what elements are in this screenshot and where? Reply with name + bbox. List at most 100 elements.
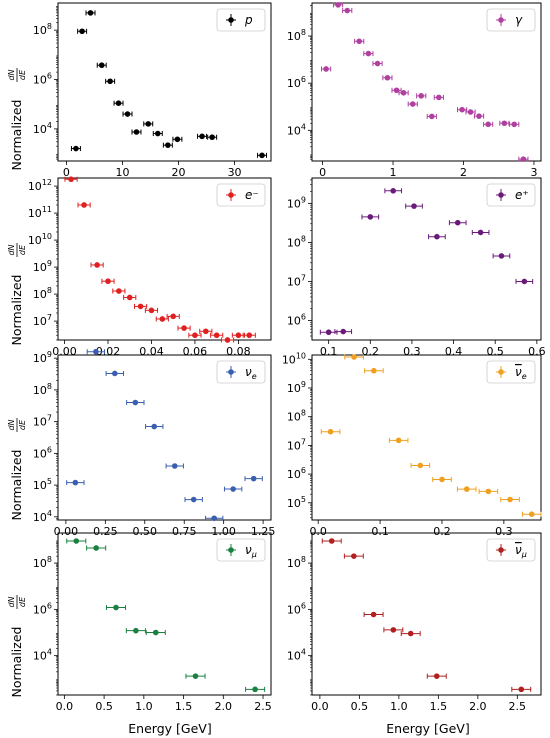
x-tick-label: 0.0 bbox=[56, 700, 74, 713]
data-marker bbox=[250, 475, 257, 482]
y-tick-label: 109 bbox=[287, 380, 306, 395]
data-marker bbox=[73, 145, 79, 152]
data-marker bbox=[151, 423, 158, 430]
y-tick-label: 1010 bbox=[282, 351, 306, 366]
x-tick-label: 0.5 bbox=[351, 700, 369, 713]
legend-marker bbox=[228, 369, 234, 375]
data-point bbox=[101, 278, 115, 285]
data-marker bbox=[370, 611, 377, 618]
data-point bbox=[320, 428, 341, 435]
data-marker bbox=[411, 203, 417, 209]
data-marker bbox=[116, 288, 122, 294]
data-marker bbox=[133, 129, 140, 135]
data-marker bbox=[81, 202, 87, 208]
data-marker bbox=[252, 686, 258, 693]
data-point bbox=[86, 545, 107, 551]
data-point bbox=[199, 328, 213, 335]
y-tick-label: 108 bbox=[287, 28, 306, 43]
data-marker bbox=[246, 332, 253, 339]
data-point bbox=[521, 511, 542, 518]
data-marker bbox=[174, 136, 181, 143]
data-point bbox=[500, 496, 520, 503]
x-tick-label: 1.5 bbox=[430, 700, 448, 713]
y-tick-label: 104 bbox=[287, 122, 306, 137]
y-axis-label-text: Normalized bbox=[9, 450, 24, 521]
legend-box bbox=[216, 183, 266, 207]
legend: νe bbox=[216, 360, 266, 384]
legend-marker bbox=[498, 547, 504, 553]
data-marker bbox=[171, 463, 178, 469]
plot-frame bbox=[311, 532, 542, 696]
y-axis-label-panel-1: Normalized dN dE bbox=[7, 68, 27, 170]
data-marker bbox=[511, 121, 518, 128]
data-marker bbox=[418, 93, 425, 99]
data-point bbox=[155, 316, 169, 322]
data-marker bbox=[325, 329, 332, 336]
legend-marker bbox=[228, 547, 234, 553]
data-marker bbox=[259, 152, 265, 159]
y-tick-label: 1011 bbox=[28, 205, 52, 220]
data-marker bbox=[390, 627, 397, 633]
data-marker bbox=[335, 2, 341, 8]
legend-box bbox=[486, 183, 536, 207]
y-tick-label: 104 bbox=[287, 648, 306, 663]
data-marker bbox=[365, 50, 372, 57]
data-point bbox=[90, 262, 104, 268]
data-point bbox=[66, 538, 87, 544]
y-axis-label-frac-num: dN bbox=[7, 69, 16, 80]
data-point bbox=[478, 488, 499, 495]
data-point bbox=[242, 332, 256, 339]
legend-box bbox=[486, 360, 536, 384]
data-marker bbox=[72, 479, 79, 486]
x-tick-label: 0.25 bbox=[93, 525, 118, 538]
y-axis-label-frac-num: dN bbox=[7, 244, 16, 255]
data-point bbox=[172, 136, 183, 143]
y-axis-label-panel-2: Normalized dN dE bbox=[7, 243, 27, 345]
y-tick-label: 109 bbox=[33, 350, 52, 365]
y-tick-label: 106 bbox=[33, 445, 52, 460]
data-point bbox=[257, 152, 268, 159]
legend-marker bbox=[228, 192, 234, 198]
x-tick-label: 0.1 bbox=[371, 525, 389, 538]
data-point bbox=[319, 329, 338, 336]
data-marker bbox=[507, 496, 513, 503]
chart-panel-nubar_mu: 0.0 0.5 1.0 1.5 2.0 2.5 104 106 108 νμ bbox=[287, 532, 542, 713]
data-marker bbox=[463, 486, 470, 492]
data-marker bbox=[190, 496, 197, 503]
data-point bbox=[166, 313, 180, 320]
data-marker bbox=[192, 673, 199, 679]
data-point bbox=[85, 10, 96, 16]
data-marker bbox=[327, 428, 334, 435]
data-marker bbox=[112, 370, 118, 377]
plot-frame bbox=[311, 354, 542, 521]
data-point bbox=[334, 328, 353, 335]
data-point bbox=[144, 307, 159, 314]
legend: νμ bbox=[216, 538, 266, 562]
legend-marker bbox=[498, 17, 504, 23]
data-marker bbox=[433, 673, 440, 679]
data-marker bbox=[501, 120, 508, 127]
data-marker bbox=[518, 686, 525, 693]
data-point bbox=[185, 673, 206, 679]
data-marker bbox=[94, 262, 100, 268]
data-point bbox=[220, 337, 235, 343]
x-tick-label: 1.0 bbox=[390, 700, 408, 713]
y-tick-label: 1012 bbox=[28, 178, 52, 193]
data-marker bbox=[126, 294, 133, 301]
data-point bbox=[210, 332, 224, 339]
data-point bbox=[152, 130, 163, 137]
data-point bbox=[165, 463, 184, 469]
data-marker bbox=[87, 10, 94, 16]
data-point bbox=[332, 2, 344, 8]
data-marker bbox=[152, 629, 159, 636]
x-tick-label: 1.25 bbox=[251, 525, 276, 538]
legend: γ bbox=[486, 8, 536, 32]
data-marker bbox=[459, 106, 465, 113]
chart-panel-nu_mu: 0.0 0.5 1.0 1.5 2.0 2.5 104 106 108 νμ bbox=[33, 532, 272, 713]
y-tick-label: 104 bbox=[33, 509, 52, 524]
data-marker bbox=[115, 100, 122, 106]
data-marker bbox=[235, 332, 242, 339]
data-marker bbox=[476, 113, 482, 119]
y-tick-label: 109 bbox=[287, 195, 306, 210]
data-marker bbox=[230, 486, 236, 492]
